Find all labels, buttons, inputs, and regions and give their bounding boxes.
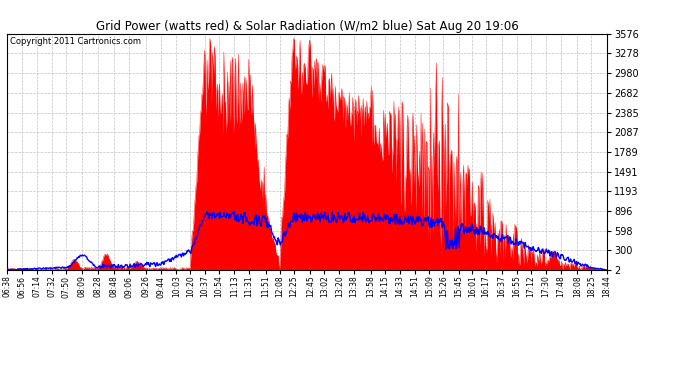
- Title: Grid Power (watts red) & Solar Radiation (W/m2 blue) Sat Aug 20 19:06: Grid Power (watts red) & Solar Radiation…: [96, 20, 518, 33]
- Text: Copyright 2011 Cartronics.com: Copyright 2011 Cartronics.com: [10, 37, 141, 46]
